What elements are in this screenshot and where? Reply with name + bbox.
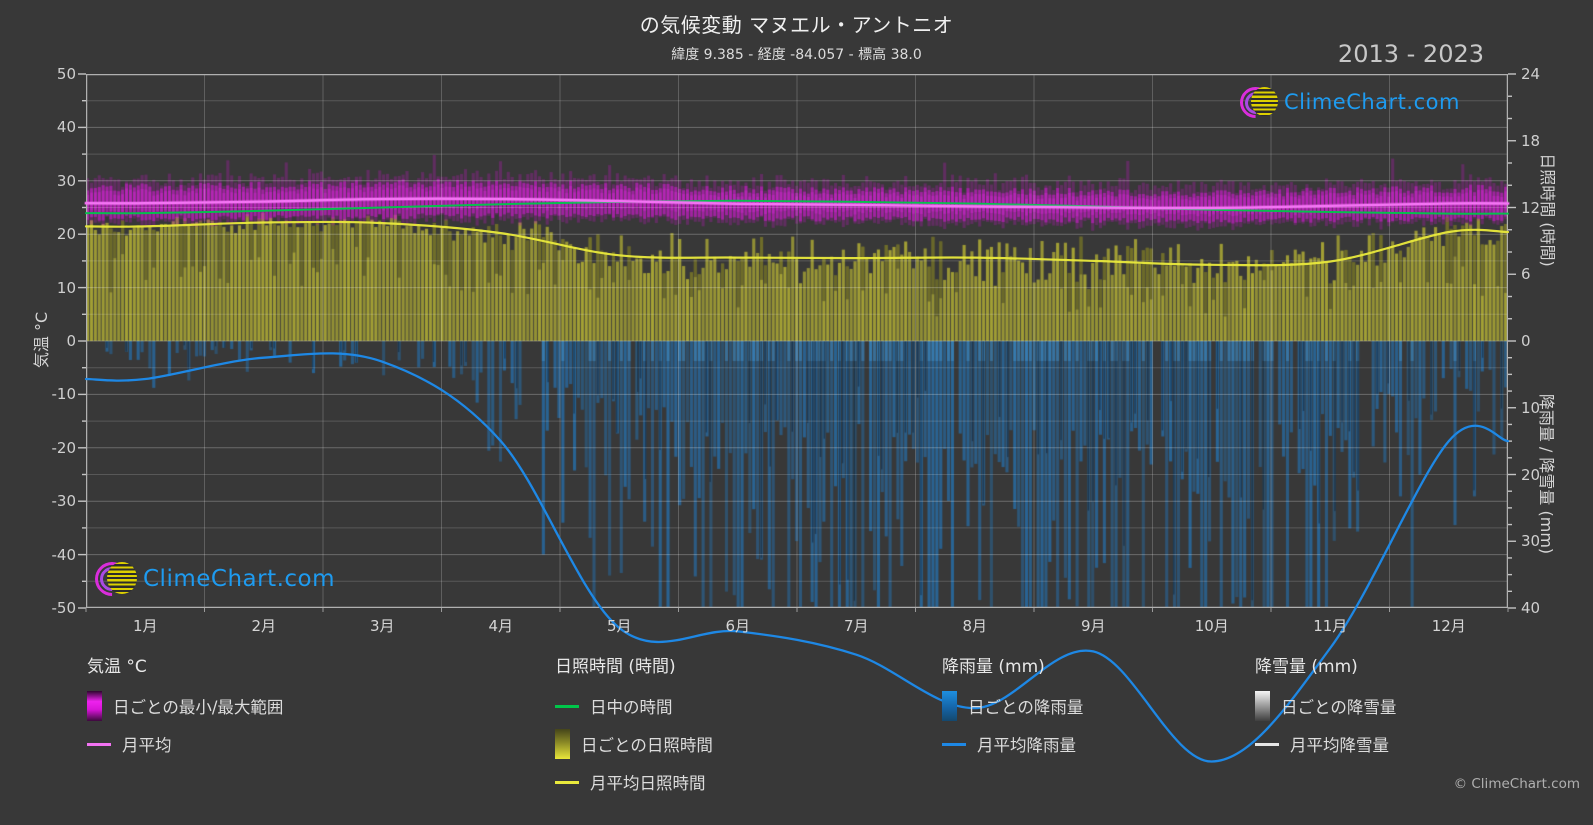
y-axis-tick-sun: 18 xyxy=(1521,131,1541,150)
y-axis-tick-temp: -30 xyxy=(51,492,77,511)
temp-range-swatch xyxy=(87,691,102,721)
legend-label: 月平均 xyxy=(122,736,172,755)
year-range: 2013 - 2023 xyxy=(1337,40,1484,68)
legend-label: 月平均日照時間 xyxy=(590,774,706,793)
daily-bars-canvas xyxy=(86,74,1508,608)
y-axis-tick-sun: 12 xyxy=(1521,198,1541,217)
legend-temperature: 気温 °C 日ごとの最小/最大範囲 月平均 xyxy=(87,652,283,767)
y-axis-tick-sun: 24 xyxy=(1521,65,1541,83)
legend-label: 日ごとの降雨量 xyxy=(968,698,1084,717)
climechart-logo-text: ClimeChart.com xyxy=(143,566,336,592)
x-axis-month-label: 11月 xyxy=(1313,617,1348,635)
white-line-swatch xyxy=(1255,742,1279,746)
legend-label: 日中の時間 xyxy=(590,698,673,717)
x-axis-month-label: 5月 xyxy=(606,617,632,635)
legend-header-sunshine: 日照時間 (時間) xyxy=(555,657,676,677)
legend-item-sun-daily: 日ごとの日照時間 xyxy=(555,729,713,759)
climechart-logo-top[interactable]: ClimeChart.com xyxy=(1233,80,1460,125)
legend-item-sun-avg: 月平均日照時間 xyxy=(555,767,713,797)
legend-item-temp-range: 日ごとの最小/最大範囲 xyxy=(87,691,283,721)
rain-daily-swatch xyxy=(942,691,957,721)
climechart-logo-text: ClimeChart.com xyxy=(1284,90,1460,114)
y-axis-tick-temp: -40 xyxy=(51,545,77,564)
y-axis-tick-rain: 40 xyxy=(1521,599,1541,617)
legend-sunshine: 日照時間 (時間) 日中の時間 日ごとの日照時間 月平均日照時間 xyxy=(555,652,713,805)
y-axis-tick-temp: -50 xyxy=(51,599,77,617)
legend-rain: 降雨量 (mm) 日ごとの降雨量 月平均降雨量 xyxy=(942,652,1083,767)
y-axis-tick-temp: -20 xyxy=(51,438,77,457)
legend-label: 日ごとの降雪量 xyxy=(1281,698,1397,717)
coordinates-subtitle: 緯度 9.385 - 経度 -84.057 - 標高 38.0 xyxy=(671,47,922,63)
sun-daily-swatch xyxy=(555,729,570,759)
snow-daily-swatch xyxy=(1255,691,1270,721)
y-axis-tick-temp: 10 xyxy=(56,278,76,297)
legend-label: 月平均降雨量 xyxy=(977,736,1076,755)
legend-item-snow-daily: 日ごとの降雪量 xyxy=(1255,691,1396,721)
legend-label: 日ごとの最小/最大範囲 xyxy=(113,698,284,717)
x-axis-month-label: 3月 xyxy=(369,617,395,635)
climechart-logo-bottom[interactable]: ClimeChart.com xyxy=(87,554,336,604)
legend-item-snow-avg: 月平均降雪量 xyxy=(1255,729,1396,759)
legend-header-snow: 降雪量 (mm) xyxy=(1255,657,1358,677)
magenta-line-swatch xyxy=(87,742,111,746)
blue-line-swatch xyxy=(942,742,966,746)
legend-header-rain: 降雨量 (mm) xyxy=(942,657,1045,677)
y-axis-tick-rain: 30 xyxy=(1521,532,1541,551)
x-axis-month-label: 12月 xyxy=(1431,617,1466,635)
y-axis-tick-temp: 20 xyxy=(56,225,76,244)
climechart-mark-icon xyxy=(1233,80,1278,125)
y-axis-tick-temp: 50 xyxy=(56,65,76,83)
green-line-swatch xyxy=(555,704,579,708)
legend-item-rain-daily: 日ごとの降雨量 xyxy=(942,691,1083,721)
x-axis-month-label: 1月 xyxy=(132,617,158,635)
legend-header-temperature: 気温 °C xyxy=(87,657,147,677)
x-axis-month-label: 4月 xyxy=(488,617,514,635)
x-axis-month-label: 8月 xyxy=(962,617,988,635)
x-axis-month-label: 10月 xyxy=(1194,617,1229,635)
y-axis-tick-temp: 40 xyxy=(56,118,76,137)
y-axis-tick-temp: -10 xyxy=(51,385,77,404)
y-axis-tick-temp: 0 xyxy=(66,332,76,350)
y-axis-tick-sun: 6 xyxy=(1521,265,1531,284)
legend-item-rain-avg: 月平均降雨量 xyxy=(942,729,1083,759)
page-title: の気候変動 マヌエル・アントニオ xyxy=(639,13,954,37)
y-axis-tick-rain: 20 xyxy=(1521,465,1541,484)
y-axis-tick-temp: 30 xyxy=(56,171,76,190)
legend-item-daylength: 日中の時間 xyxy=(555,691,713,721)
copyright-note: © ClimeChart.com xyxy=(1453,776,1580,792)
x-axis-month-label: 7月 xyxy=(843,617,869,635)
x-axis-month-label: 9月 xyxy=(1080,617,1106,635)
x-axis-month-label: 6月 xyxy=(725,617,751,635)
y-axis-tick-sun: 0 xyxy=(1521,332,1531,350)
legend-label: 日ごとの日照時間 xyxy=(581,736,713,755)
x-axis-month-label: 2月 xyxy=(251,617,277,635)
legend-item-temp-avg: 月平均 xyxy=(87,729,283,759)
yellow-line-swatch xyxy=(555,780,579,784)
y-axis-tick-rain: 10 xyxy=(1521,398,1541,417)
legend-label: 月平均降雪量 xyxy=(1290,736,1389,755)
legend-snow: 降雪量 (mm) 日ごとの降雪量 月平均降雪量 xyxy=(1255,652,1396,767)
climechart-mark-icon xyxy=(87,554,137,604)
